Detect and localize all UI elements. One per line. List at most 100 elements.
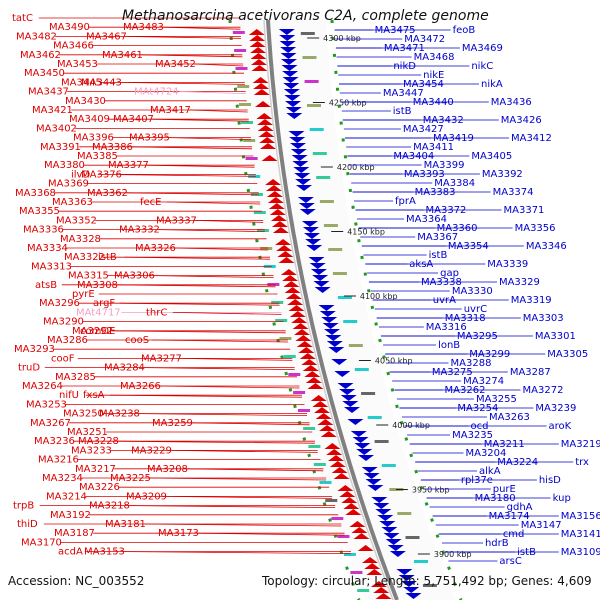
gene-name: MA3284 [104, 363, 145, 374]
gene-name: MA3356 [515, 223, 556, 234]
gene-name: MA3386 [92, 142, 133, 153]
gene-name: MA3377 [108, 160, 149, 171]
left-gene-label: MA3266 [120, 381, 300, 392]
left-gene-label: MA3229 [131, 445, 318, 456]
right-gene-label: MA3288 [387, 358, 491, 369]
gene-name: argF [93, 298, 115, 309]
right-gene-label: nikE [338, 70, 444, 81]
forward-gene-arrow [283, 281, 300, 287]
gene-name: MA3306 [114, 271, 155, 282]
forward-gene-arrow [257, 125, 274, 131]
right-gene-label: MA3319 [372, 295, 552, 306]
forward-gene-arrow [317, 419, 334, 425]
reverse-gene-arrow [288, 131, 305, 137]
left-gene-label: ilvD [71, 169, 256, 180]
gene-name: MA3355 [19, 206, 60, 217]
left-gene-label: MA3391 [40, 142, 253, 153]
right-gene-label: lonB [383, 340, 460, 351]
gene-name: MA3445 [61, 77, 102, 88]
left-gene-label: MA3285 [55, 372, 298, 383]
forward-gene-arrow [319, 425, 336, 431]
left-gene-label: MA3170 [21, 537, 348, 548]
forward-gene-arrow [353, 533, 370, 539]
gene-name: MA3352 [56, 215, 97, 226]
forward-gene-arrow [280, 269, 297, 275]
gene-name: MA3467 [86, 31, 127, 42]
left-gene-label: MA3328 [60, 234, 267, 245]
gene-name: trpB [13, 501, 34, 512]
gene-name: MA3319 [511, 295, 552, 306]
gene-name: uvrC [464, 304, 487, 315]
left-gene-label: MA3376 [81, 169, 256, 180]
gene-name: MA3367 [417, 232, 458, 243]
left-gene-label: MA3450 [24, 68, 244, 79]
forward-gene-arrow [349, 521, 366, 527]
kbp-tick-label: 3950 kbp [412, 486, 450, 495]
reverse-gene-arrow [322, 323, 339, 329]
gene-name: MA3376 [81, 169, 122, 180]
reverse-gene-arrow [309, 263, 326, 269]
gene-name: MA3251 [67, 427, 108, 438]
left-gene-label: MA3153 [84, 547, 352, 558]
gene-connector [111, 330, 286, 334]
gene-name: MA3407 [113, 114, 154, 125]
reverse-gene-arrow [290, 149, 307, 155]
gene-name: MA3301 [535, 331, 576, 342]
reverse-gene-arrow [296, 185, 312, 191]
gene-name: MA3255 [476, 394, 517, 405]
feature-block [303, 427, 316, 430]
reverse-gene-arrow [278, 29, 295, 35]
gene-name: MA3393 [404, 169, 445, 180]
feature-block [343, 553, 356, 556]
gene-connector [125, 36, 242, 39]
gene-name: comDE [80, 326, 115, 337]
gene-name: MA3396 [73, 133, 114, 144]
forward-gene-arrow [277, 251, 294, 257]
right-gene-label: MA3180 [426, 493, 516, 504]
reverse-gene-arrow [324, 329, 340, 335]
gene-name: MA3490 [49, 22, 90, 33]
gene-name: MA3368 [15, 188, 56, 199]
gene-name: MA3430 [65, 96, 106, 107]
gene-name: MA3250 [63, 409, 104, 420]
gene-connector [174, 247, 269, 251]
left-gene-label: MA3292 [72, 326, 286, 337]
gene-name: MA3472 [404, 34, 445, 45]
right-gene-label: cmd [438, 529, 524, 540]
feature-block [312, 152, 327, 155]
gene-name: MA3209 [126, 491, 167, 502]
gene-name: MA3482 [16, 31, 57, 42]
forward-gene-arrow [250, 53, 267, 59]
gene-name: MA3218 [89, 501, 130, 512]
left-gene-label: MA3238 [99, 409, 307, 420]
feature-block [237, 85, 250, 88]
forward-gene-arrow [275, 239, 292, 245]
left-gene-label: MA3228 [78, 436, 315, 447]
reverse-gene-arrow [325, 335, 342, 341]
left-gene-label: MA3332 [119, 225, 265, 236]
forward-gene-arrow [261, 155, 278, 161]
left-gene-label: MA3290 [43, 317, 284, 328]
gene-name: MA3385 [77, 151, 118, 162]
gene-name: MA3453 [57, 59, 98, 70]
gene-name: istB [98, 252, 117, 263]
forward-gene-arrow [298, 347, 315, 353]
gene-connector [138, 413, 307, 416]
gene-name: MA3468 [414, 52, 455, 63]
accession-text: Accession: NC_003552 [8, 574, 145, 588]
feature-block [414, 560, 428, 563]
forward-gene-arrow [289, 311, 306, 317]
gene-connector [168, 137, 251, 140]
feature-block [302, 56, 317, 59]
gene-name: thiD [17, 519, 38, 530]
forward-gene-arrow [285, 293, 302, 299]
reverse-gene-arrow [352, 437, 369, 443]
feature-block [239, 103, 251, 106]
right-gene-label: nikD [337, 61, 416, 72]
reverse-gene-arrow [377, 515, 394, 521]
feature-block [243, 139, 256, 142]
left-gene-label: MA3334 [27, 243, 269, 254]
forward-gene-arrow [373, 587, 390, 593]
reverse-gene-arrow [387, 545, 404, 551]
gene-name: MAt4724 [134, 87, 179, 98]
